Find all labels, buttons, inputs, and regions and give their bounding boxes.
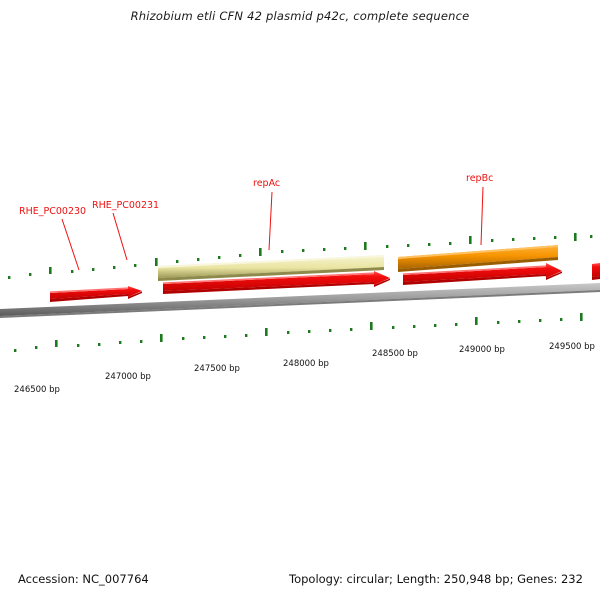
gene-feature-partial-right[interactable] — [592, 263, 600, 280]
gene-feature-repBc-red[interactable] — [403, 263, 562, 285]
ruler-tick-label: 249000 bp — [459, 345, 505, 355]
ruler-tick-label: 246500 bp — [14, 385, 60, 395]
feature-label-RHE_PC00231[interactable]: RHE_PC00231 — [92, 200, 159, 211]
feature-label-repAc[interactable]: repAc — [253, 178, 280, 189]
ruler-tick-label: 249500 bp — [549, 342, 595, 352]
feature-label-repBc[interactable]: repBc — [466, 173, 493, 184]
gene-feature-repAc[interactable] — [158, 255, 384, 281]
sequence-stats-text: Topology: circular; Length: 250,948 bp; … — [289, 572, 583, 586]
gene-feature-repBc-orange[interactable] — [398, 245, 558, 272]
ruler-tick-label: 248500 bp — [372, 349, 418, 359]
accession-text: Accession: NC_007764 — [18, 572, 149, 586]
page-title: Rhizobium etli CFN 42 plasmid p42c, comp… — [130, 9, 470, 23]
ruler-tick-label: 248000 bp — [283, 359, 329, 369]
feature-label-RHE_PC00230[interactable]: RHE_PC00230 — [19, 206, 86, 217]
axis-baseline — [0, 283, 600, 318]
tick-row-lower — [14, 313, 583, 352]
gene-feature-RHE_PC00231[interactable] — [163, 271, 390, 294]
ruler-tick-label: 247000 bp — [105, 372, 151, 382]
tick-row-upper — [8, 233, 593, 279]
gene-feature-RHE_PC00230[interactable] — [50, 286, 142, 302]
ruler-tick-label: 247500 bp — [194, 364, 240, 374]
label-leader-lines — [61, 186, 484, 271]
